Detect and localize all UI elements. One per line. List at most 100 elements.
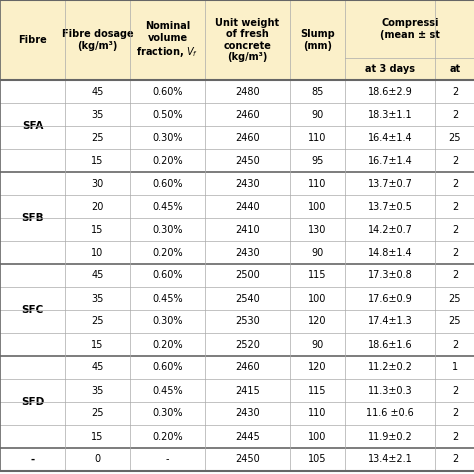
Text: 2500: 2500 (235, 271, 260, 281)
Bar (205, 126, 290, 149)
Bar (130, 379, 205, 402)
Text: 16.4±1.4: 16.4±1.4 (368, 133, 412, 143)
Text: 120: 120 (308, 363, 327, 373)
Text: 2530: 2530 (235, 317, 260, 327)
Bar (435, 149, 474, 172)
Text: 2460: 2460 (235, 109, 260, 119)
Bar (435, 103, 474, 126)
Text: 100: 100 (308, 431, 327, 441)
Bar (345, 103, 435, 126)
Text: 90: 90 (311, 109, 324, 119)
Text: 2: 2 (452, 247, 458, 257)
Bar (0, 448, 65, 471)
Text: 0.45%: 0.45% (152, 385, 183, 395)
Text: 2415: 2415 (235, 385, 260, 395)
Bar (205, 58, 290, 80)
Bar (130, 195, 205, 218)
Bar (0, 425, 65, 448)
Bar (130, 241, 205, 264)
Text: 0.20%: 0.20% (152, 339, 183, 349)
Bar (130, 0, 205, 80)
Bar (0, 80, 65, 172)
Bar (130, 402, 205, 425)
Text: 25: 25 (449, 293, 461, 303)
Bar (290, 287, 345, 310)
Text: 17.4±1.3: 17.4±1.3 (368, 317, 412, 327)
Bar (0, 310, 65, 333)
Text: 45: 45 (91, 271, 104, 281)
Bar (0, 0, 65, 80)
Bar (65, 126, 130, 149)
Bar (65, 402, 130, 425)
Bar (65, 310, 130, 333)
Text: 0.45%: 0.45% (152, 293, 183, 303)
Bar (435, 402, 474, 425)
Text: Fibre: Fibre (18, 35, 47, 45)
Bar (205, 172, 290, 195)
Text: 2: 2 (452, 225, 458, 235)
Text: 2460: 2460 (235, 133, 260, 143)
Text: -: - (30, 455, 35, 465)
Text: 2: 2 (452, 179, 458, 189)
Text: 2: 2 (452, 201, 458, 211)
Text: 13.4±2.1: 13.4±2.1 (368, 455, 412, 465)
Bar (65, 80, 130, 103)
Bar (0, 241, 65, 264)
Bar (205, 80, 290, 103)
Bar (205, 448, 290, 471)
Bar (130, 425, 205, 448)
Bar (290, 402, 345, 425)
Bar (345, 80, 435, 103)
Bar (130, 218, 205, 241)
Text: SFD: SFD (21, 397, 44, 407)
Bar (205, 264, 290, 287)
Bar (65, 58, 130, 80)
Text: 2: 2 (452, 339, 458, 349)
Text: 10: 10 (91, 247, 104, 257)
Bar (0, 402, 65, 425)
Bar (205, 218, 290, 241)
Text: 2430: 2430 (235, 179, 260, 189)
Bar (130, 310, 205, 333)
Bar (130, 126, 205, 149)
Bar (0, 149, 65, 172)
Bar (65, 333, 130, 356)
Bar (205, 287, 290, 310)
Text: 18.6±1.6: 18.6±1.6 (368, 339, 412, 349)
Text: 35: 35 (91, 293, 104, 303)
Text: 45: 45 (91, 363, 104, 373)
Bar (290, 241, 345, 264)
Bar (435, 80, 474, 103)
Text: 2: 2 (452, 271, 458, 281)
Text: 2410: 2410 (235, 225, 260, 235)
Bar (205, 425, 290, 448)
Text: 0.45%: 0.45% (152, 201, 183, 211)
Bar (65, 149, 130, 172)
Text: Nominal
volume
fraction, $V_f$: Nominal volume fraction, $V_f$ (137, 21, 199, 59)
Bar (290, 310, 345, 333)
Text: 100: 100 (308, 201, 327, 211)
Text: 0.60%: 0.60% (152, 179, 183, 189)
Bar (205, 195, 290, 218)
Text: 0.60%: 0.60% (152, 271, 183, 281)
Bar (435, 58, 474, 80)
Text: 2540: 2540 (235, 293, 260, 303)
Text: 11.9±0.2: 11.9±0.2 (368, 431, 412, 441)
Bar (435, 126, 474, 149)
Text: 0.30%: 0.30% (152, 317, 183, 327)
Bar (435, 241, 474, 264)
Bar (290, 172, 345, 195)
Text: 115: 115 (308, 271, 327, 281)
Text: 2445: 2445 (235, 431, 260, 441)
Text: 2430: 2430 (235, 409, 260, 419)
Text: 2: 2 (452, 86, 458, 97)
Bar (130, 149, 205, 172)
Text: 2430: 2430 (235, 247, 260, 257)
Text: 25: 25 (449, 317, 461, 327)
Bar (65, 264, 130, 287)
Text: 14.8±1.4: 14.8±1.4 (368, 247, 412, 257)
Bar (290, 126, 345, 149)
Text: 11.2±0.2: 11.2±0.2 (367, 363, 412, 373)
Text: 0.60%: 0.60% (152, 363, 183, 373)
Bar (205, 379, 290, 402)
